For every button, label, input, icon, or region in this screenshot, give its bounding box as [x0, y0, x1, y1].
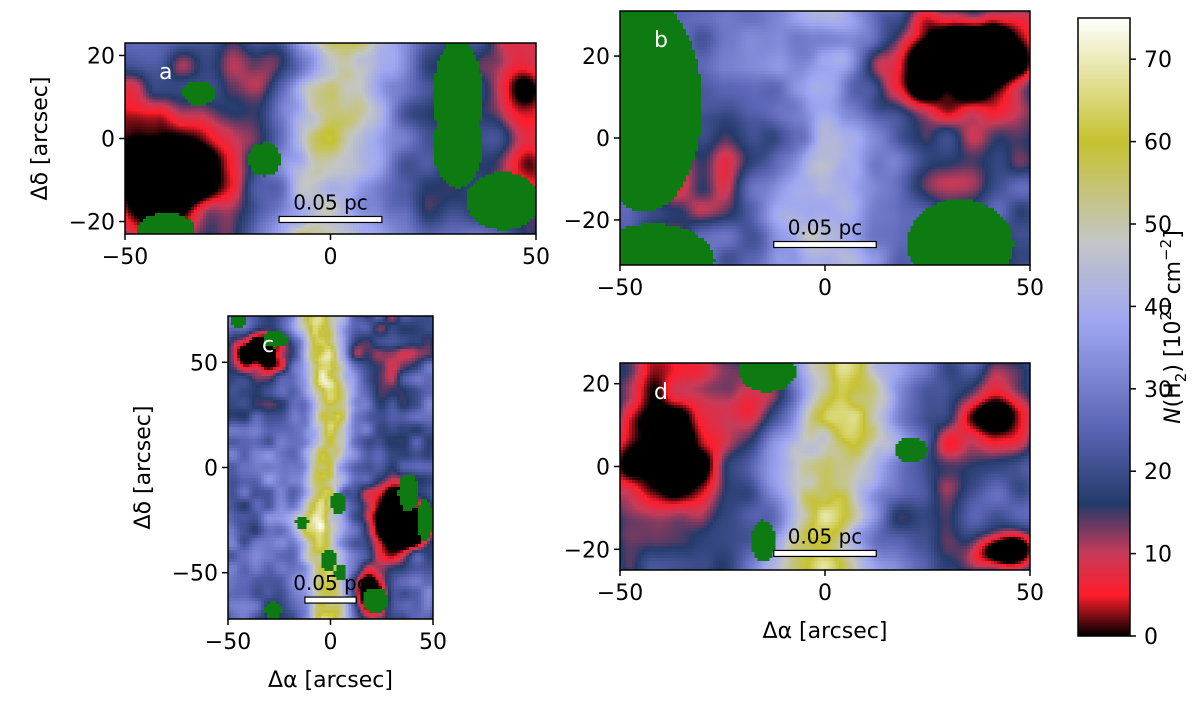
y-axis-label: Δδ [arcsec] — [28, 77, 53, 201]
x-axis-label: Δα [arcsec] — [763, 619, 888, 644]
x-tick-label: −50 — [597, 581, 643, 606]
y-tick-label: 0 — [596, 127, 610, 152]
panel-letter: d — [654, 380, 668, 405]
panel-c: −50 0 50 −50 0 50 Δα [arcsec] Δδ [arcsec] c 0.05 … — [131, 315, 447, 693]
scale-bar — [278, 215, 383, 224]
scale-bar-label: 0.05 pc — [788, 524, 863, 548]
colorbar-tick-label: 0 — [1144, 625, 1158, 650]
panel-letter: c — [262, 333, 274, 358]
colorbar-tick-label: 20 — [1144, 460, 1172, 485]
colorbar-label: N(H2) [1021 cm−2] — [1157, 230, 1190, 424]
y-tick-label: 0 — [596, 456, 610, 481]
colorbar-tick-label: 50 — [1144, 213, 1172, 238]
y-tick-label: −20 — [564, 538, 610, 563]
x-tick-label: −50 — [597, 276, 643, 301]
scale-bar-label: 0.05 pc — [293, 190, 368, 214]
y-tick-label: 50 — [190, 351, 218, 376]
panel-letter: a — [159, 60, 172, 85]
scale-bar-label: 0.05 pc — [293, 571, 368, 595]
column-density-map-b — [620, 11, 1030, 265]
x-tick-label: 0 — [324, 245, 338, 270]
y-tick-label: 0 — [101, 128, 115, 153]
scale-bar — [773, 240, 877, 249]
y-tick-label: −20 — [564, 209, 610, 234]
y-tick-label: 20 — [582, 373, 610, 398]
panel-letter: b — [654, 28, 668, 53]
column-density-map-c — [228, 316, 433, 619]
y-tick-label: −50 — [172, 562, 218, 587]
y-tick-label: 20 — [582, 45, 610, 70]
colorbar-gradient — [1077, 17, 1131, 637]
scale-bar-label: 0.05 pc — [788, 216, 863, 240]
panel-b: −50 0 50 −20 0 20 b 0.05 pc — [564, 10, 1044, 301]
scale-bar — [304, 596, 357, 604]
x-tick-label: 50 — [1016, 581, 1044, 606]
x-tick-label: 0 — [818, 276, 832, 301]
x-tick-label: 50 — [1016, 276, 1044, 301]
colorbar-tick-label: 10 — [1144, 543, 1172, 568]
x-tick-label: −50 — [102, 245, 148, 270]
x-tick-label: 0 — [818, 581, 832, 606]
colorbar-tick-label: 30 — [1144, 378, 1172, 403]
x-axis-label: Δα [arcsec] — [268, 668, 393, 693]
x-tick-label: −50 — [205, 630, 251, 655]
scale-bar — [773, 549, 877, 558]
x-tick-label: 50 — [522, 245, 550, 270]
colorbar-tick-label: 60 — [1144, 131, 1172, 156]
panel-d: −50 0 50 −20 0 20 Δα [arcsec] d 0.05 pc — [564, 362, 1044, 644]
x-tick-label: 0 — [324, 630, 338, 655]
panel-a: −50 0 50 −20 0 20 Δδ [arcsec] a 0.05 pc — [28, 42, 550, 270]
y-tick-label: −20 — [69, 211, 115, 236]
colorbar: 0 10 20 30 40 50 60 70 N(H2) [1021 cm−2] — [1077, 17, 1190, 650]
y-axis-label: Δδ [arcsec] — [131, 406, 156, 530]
column-density-map-d — [620, 363, 1030, 570]
colorbar-tick-label: 40 — [1144, 295, 1172, 320]
x-tick-label: 50 — [419, 630, 447, 655]
colorbar-tick-label: 70 — [1144, 48, 1172, 73]
y-tick-label: 20 — [87, 44, 115, 69]
column-density-map-a — [125, 43, 536, 234]
y-tick-label: 0 — [204, 457, 218, 482]
